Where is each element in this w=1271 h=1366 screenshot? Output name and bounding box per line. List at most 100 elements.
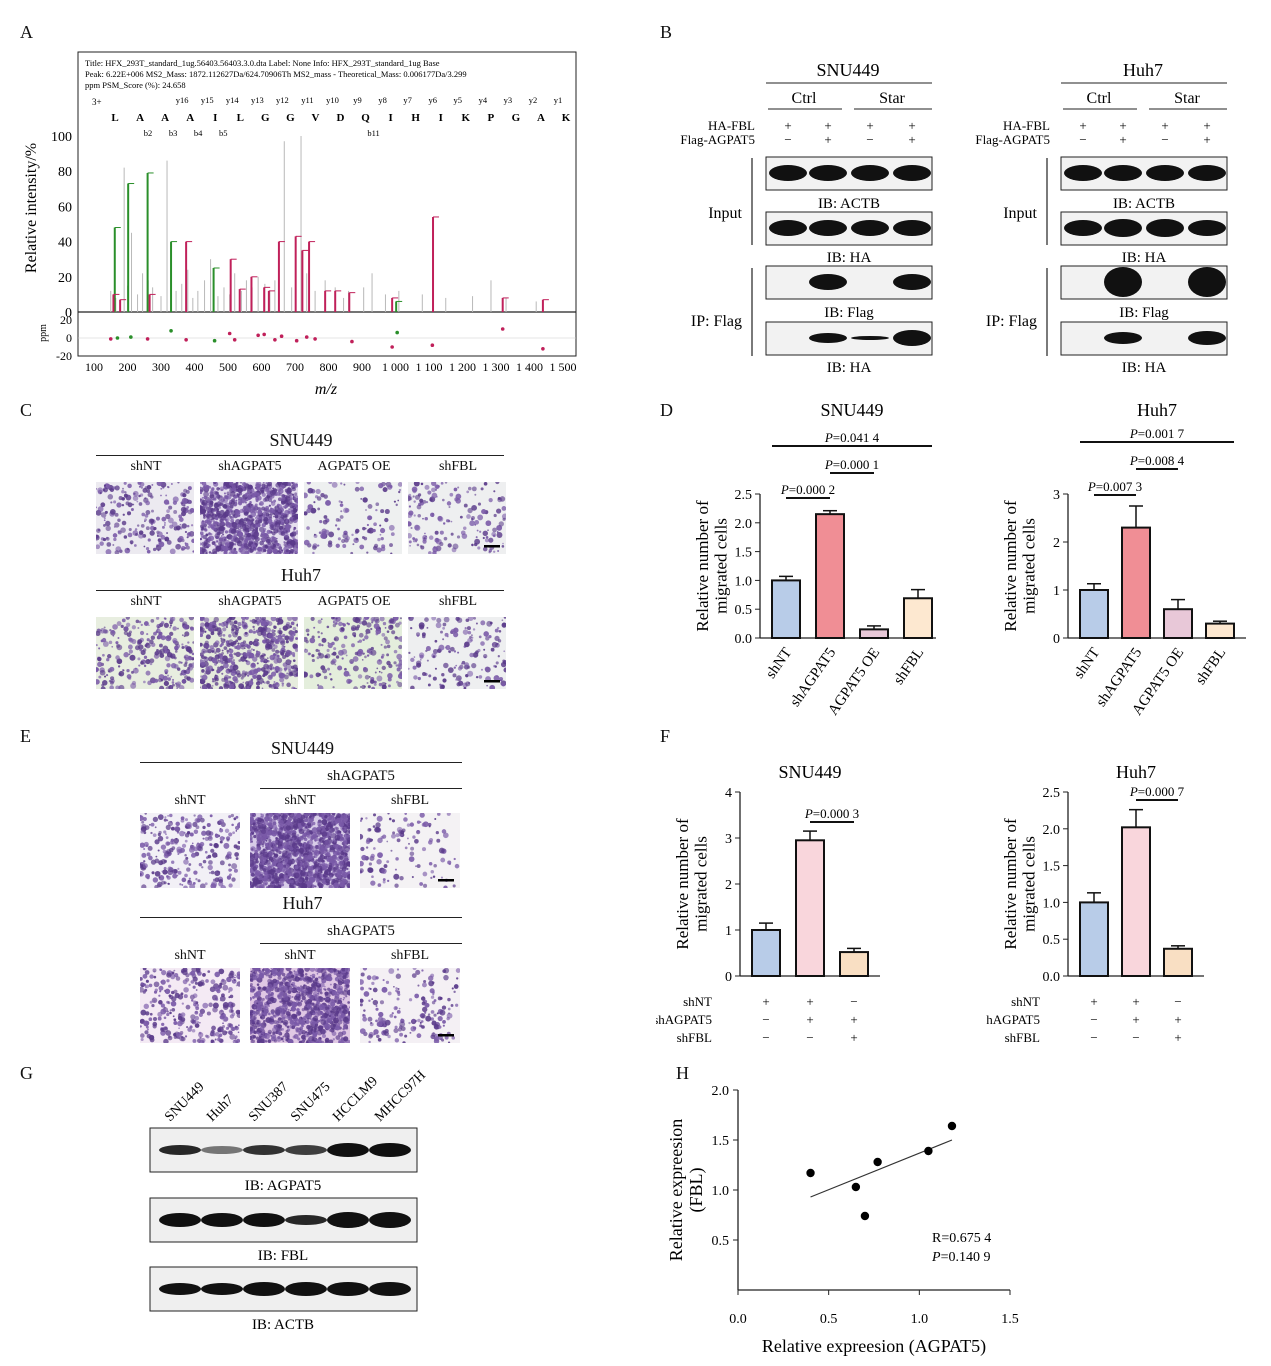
treatment-sign: −	[784, 132, 791, 147]
treatment-label: HA-FBL	[708, 118, 755, 133]
condition-sign: −	[850, 994, 857, 1009]
ppm-point	[169, 329, 173, 333]
x-tick-label: 1 100	[416, 360, 443, 374]
blot-band	[769, 220, 807, 236]
blot-band	[893, 274, 931, 290]
transwell-image	[250, 968, 350, 1043]
ppm-error-points	[108, 327, 545, 351]
sequence-residue: A	[136, 112, 144, 124]
y-tick-label: 3	[725, 832, 732, 847]
blot-band	[159, 1213, 201, 1227]
y-ion-label: y14	[226, 95, 240, 105]
blot-band	[1064, 220, 1102, 236]
y-ion-label: y9	[353, 95, 362, 105]
blot-label: IB: AGPAT5	[245, 1178, 322, 1194]
panel-label-g: G	[20, 1063, 33, 1083]
y-tick-label: 2.0	[712, 1084, 730, 1099]
b-ion-label: b4	[194, 128, 203, 138]
x-tick-label: 500	[219, 360, 237, 374]
y-tick-label: 0.5	[1043, 933, 1061, 948]
y-ion-label: y7	[403, 95, 412, 105]
r-value-label: R=0.675 4	[932, 1231, 991, 1246]
lane-label: SNU387	[246, 1080, 291, 1125]
y-ion-label: y11	[301, 95, 313, 105]
condition-sign: +	[806, 994, 813, 1009]
blot-band	[809, 333, 847, 343]
sequence-residue: A	[161, 112, 169, 124]
sequence-residue: G	[261, 112, 270, 124]
condition-sign: +	[1174, 1030, 1181, 1045]
treatment-sign: −	[1079, 132, 1086, 147]
cell-line-title: Huh7	[281, 565, 321, 585]
ppm-point	[350, 339, 354, 344]
blot-band	[1188, 331, 1226, 345]
transwell-image	[408, 482, 506, 554]
blot-band	[243, 1213, 285, 1227]
scatter-point	[806, 1168, 815, 1178]
ppm-point	[500, 327, 505, 331]
panel-label-d: D	[660, 400, 673, 420]
treatment-sign: −	[1161, 132, 1168, 147]
y-tick-label: 80	[58, 165, 72, 180]
b-ion-label: b3	[169, 128, 178, 138]
lane-label: SNU475	[288, 1080, 333, 1125]
blot-band	[1104, 332, 1142, 344]
y-tick-label: 1.0	[1043, 896, 1061, 911]
y-tick-label: 0.5	[712, 1234, 730, 1249]
panel-label-c: C	[20, 400, 33, 420]
bar	[1079, 589, 1109, 639]
blot-band	[369, 1143, 411, 1157]
spectrum-info-line-3: ppm PSM_Score (%): 24.658	[85, 80, 186, 90]
sequence-residue: P	[487, 112, 494, 124]
y-tick-label: 0.0	[735, 632, 753, 647]
treatment-sign: +	[1119, 118, 1126, 133]
bar	[771, 579, 801, 639]
condition-label: shFBL	[438, 459, 478, 474]
x-tick-label: 900	[353, 360, 371, 374]
x-tick-label: 700	[286, 360, 304, 374]
group-title: shAGPAT5	[327, 923, 395, 939]
blot-band	[1104, 267, 1142, 297]
y-tick-label: 2	[1053, 536, 1060, 551]
y-ion-label: y13	[251, 95, 264, 105]
transwell-image-box	[200, 482, 298, 554]
blot-band	[201, 1283, 243, 1295]
bar	[1205, 622, 1235, 640]
blot-band	[851, 336, 889, 340]
x-tick-label: shFBL	[1193, 645, 1230, 688]
group-label: Ctrl	[1087, 90, 1112, 107]
treatment-sign: +	[1079, 118, 1086, 133]
bar-chart-f-snu449: SNU449 0 1 2 3 4 Relative number ofmigrated ce…	[656, 762, 880, 1045]
y-tick-label: 0	[1053, 632, 1060, 647]
p-value-label: P=0.001 7	[1129, 426, 1185, 441]
chart-title: Huh7	[1116, 762, 1156, 782]
condition-sign: −	[1132, 1030, 1139, 1045]
cell-line-title: SNU449	[270, 738, 334, 758]
condition-row-label: shNT	[1011, 994, 1040, 1009]
blot-band	[159, 1283, 201, 1295]
y-axis-label: Relative expreesion(FBL)	[666, 1119, 707, 1261]
blot-band	[1146, 165, 1184, 181]
y-ion-label: y15	[201, 95, 214, 105]
transwell-image-box	[360, 968, 460, 1043]
bar-chart-d-huh7: Huh7 0 1 2 3 Relative number ofmigrated cells…	[1001, 400, 1246, 718]
scatter-point	[851, 1182, 861, 1192]
condition-label: shNT	[284, 793, 316, 808]
group-rule	[260, 943, 462, 944]
blot-band	[893, 330, 931, 346]
ppm-point	[115, 336, 120, 340]
y-tick-label: 0.0	[1043, 970, 1061, 985]
bar	[839, 951, 869, 978]
transwell-image-box	[304, 482, 402, 554]
blot-band	[369, 1212, 411, 1228]
condition-sign: +	[1090, 994, 1097, 1009]
blot-band	[851, 220, 889, 236]
x-tick-label: shFBL	[891, 645, 928, 688]
section-label: Input	[1003, 205, 1037, 222]
scatter-point	[924, 1146, 933, 1156]
